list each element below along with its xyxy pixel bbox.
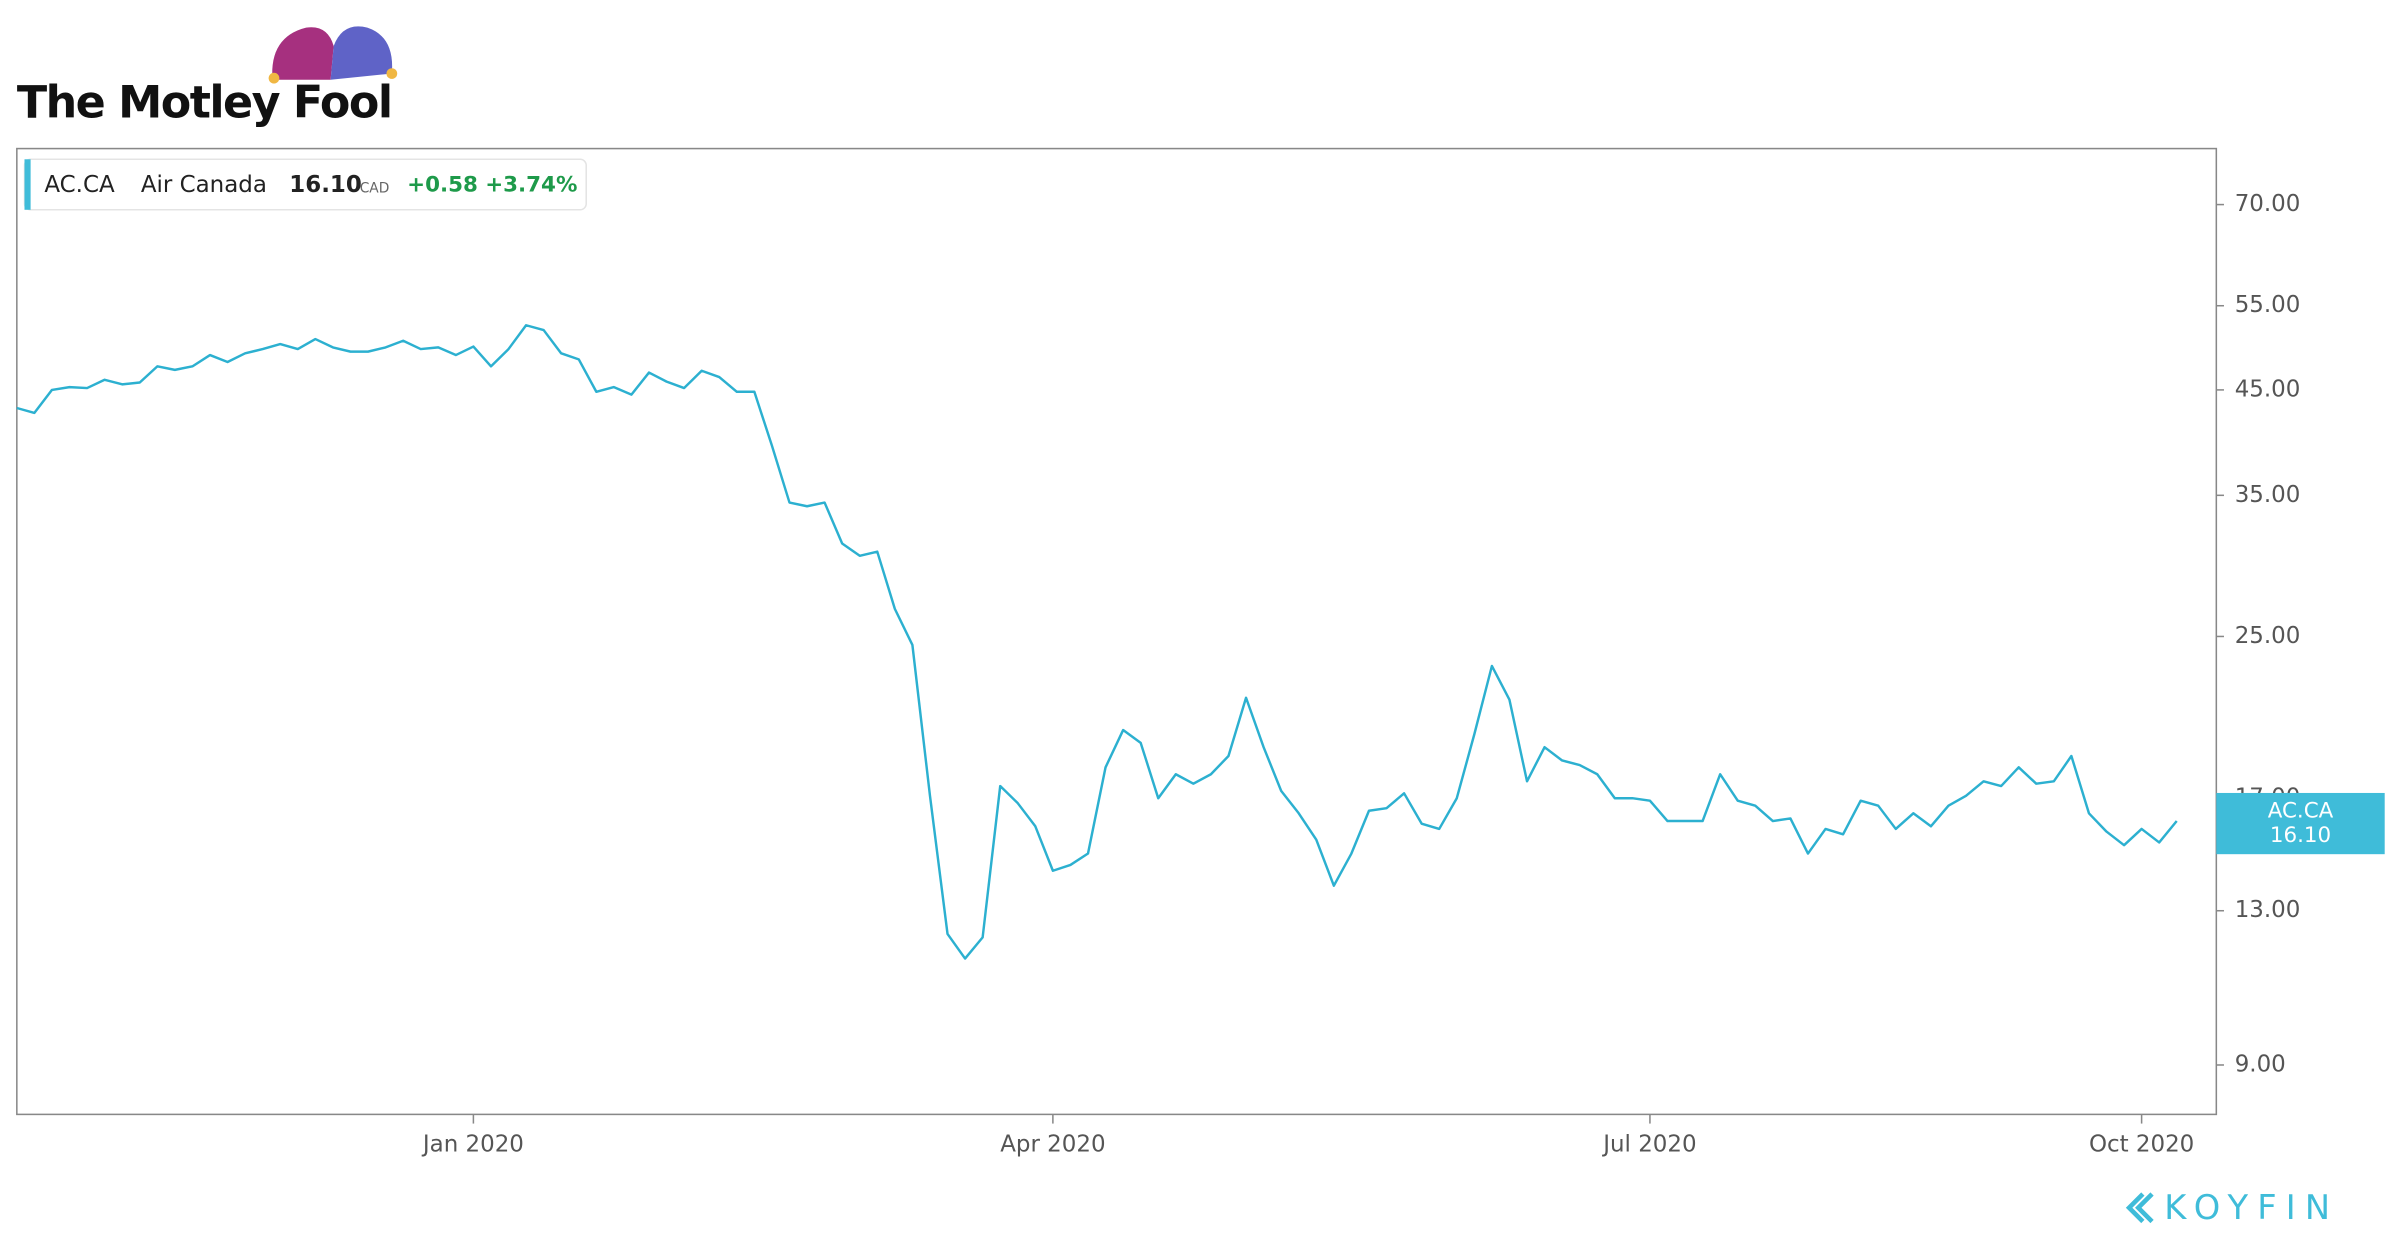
y-tick-label: 70.00 (2235, 191, 2301, 217)
price-tag-value: 16.10 (2270, 823, 2331, 848)
marks: 9.0013.0017.0025.0035.0045.0055.0070.00J… (16, 191, 2301, 1158)
source-icon (2125, 1192, 2154, 1224)
source-logo: KOYFIN (2125, 1188, 2339, 1227)
plot-frame (16, 147, 2218, 1116)
price: 16.10 (289, 172, 362, 198)
ticker: AC.CA (44, 172, 115, 198)
percent-change: +3.74% (485, 172, 577, 197)
company-name: Air Canada (141, 172, 267, 198)
jester-hat-left (272, 27, 334, 80)
last-price-tag: AC.CA 16.10 (2216, 792, 2385, 855)
y-tick-label: 13.00 (2235, 897, 2301, 923)
brand-name: The Motley Fool (17, 78, 392, 129)
source-name: KOYFIN (2164, 1188, 2339, 1227)
y-tick-label: 25.00 (2235, 623, 2301, 649)
quote-header: AC.CA Air Canada 16.10 CAD +0.58 +3.74% (23, 158, 587, 211)
y-tick-label: 9.00 (2235, 1051, 2286, 1077)
price-line (16, 324, 2178, 960)
y-tick-label: 35.00 (2235, 482, 2301, 508)
y-tick-label: 55.00 (2235, 292, 2301, 318)
price-tag-ticker: AC.CA (2268, 798, 2334, 823)
currency: CAD (360, 180, 390, 196)
jester-bell (268, 72, 280, 84)
header-accent (24, 159, 31, 210)
jester-bell (386, 68, 398, 79)
price-tag-box (2216, 792, 2385, 855)
x-tick-label: Apr 2020 (1000, 1132, 1105, 1158)
x-tick-label: Jan 2020 (421, 1132, 524, 1158)
x-tick-label: Jul 2020 (1601, 1132, 1696, 1158)
logo: The Motley Fool (17, 26, 398, 129)
y-tick-label: 45.00 (2235, 376, 2301, 402)
jester-hat-right (330, 26, 393, 80)
price-change: +0.58 (407, 172, 478, 197)
x-tick-label: Oct 2020 (2089, 1132, 2194, 1158)
